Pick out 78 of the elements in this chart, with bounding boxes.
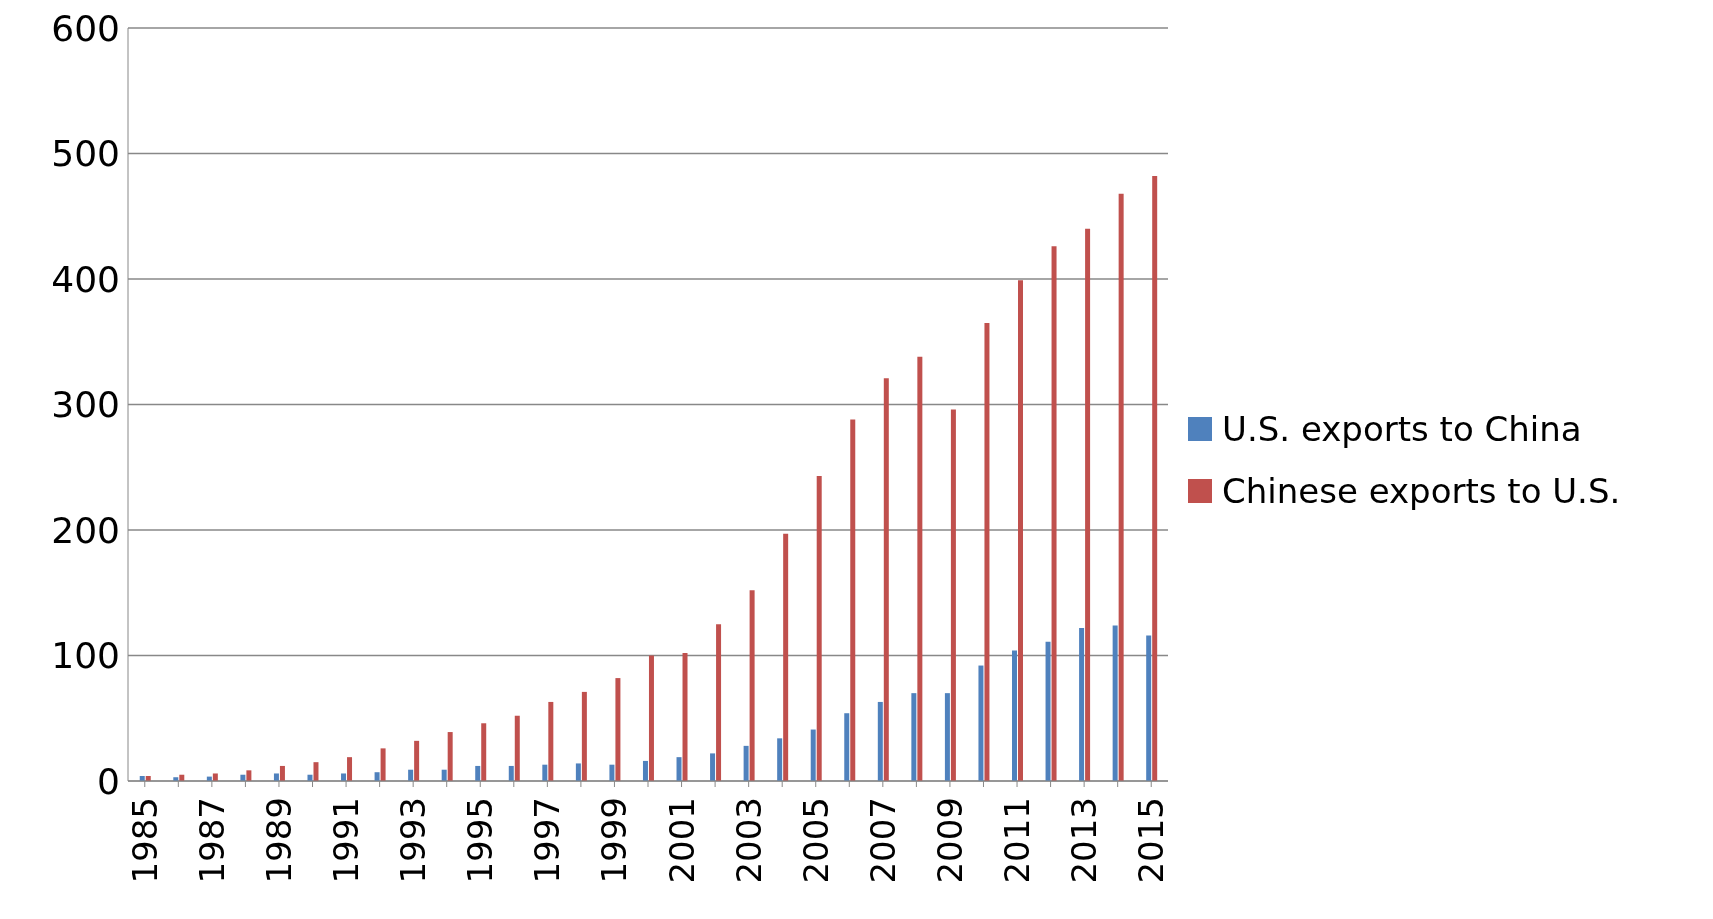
bar bbox=[1118, 193, 1124, 781]
bar bbox=[548, 701, 554, 781]
bar bbox=[212, 773, 218, 781]
bar bbox=[542, 764, 548, 781]
bar bbox=[917, 356, 923, 781]
y-tick-label: 600 bbox=[51, 7, 120, 49]
legend-label: Chinese exports to U.S. bbox=[1222, 470, 1621, 511]
bar bbox=[710, 753, 716, 781]
bar bbox=[615, 678, 621, 781]
x-tick-label: 1985 bbox=[124, 797, 165, 884]
bar bbox=[246, 770, 252, 781]
bar bbox=[1112, 625, 1118, 781]
bar bbox=[575, 763, 581, 781]
y-tick-label: 400 bbox=[51, 258, 120, 300]
x-tick-label: 1987 bbox=[191, 797, 232, 884]
x-tick-label: 2003 bbox=[728, 797, 769, 884]
bar bbox=[475, 765, 481, 781]
bar bbox=[1079, 627, 1085, 781]
bar bbox=[816, 476, 822, 781]
bar bbox=[810, 729, 816, 781]
bar bbox=[341, 773, 347, 781]
bar bbox=[749, 590, 755, 781]
x-tick-label: 1995 bbox=[460, 797, 501, 884]
x-tick-label: 2015 bbox=[1131, 797, 1172, 884]
bar bbox=[1152, 176, 1158, 781]
x-tick-label: 1993 bbox=[393, 797, 434, 884]
y-tick-label: 300 bbox=[51, 384, 120, 426]
bar bbox=[682, 652, 688, 781]
bar bbox=[1045, 641, 1051, 781]
bar bbox=[743, 745, 749, 781]
bar bbox=[978, 665, 984, 781]
bar bbox=[1018, 280, 1023, 781]
y-tick-label: 0 bbox=[97, 760, 120, 802]
bar bbox=[481, 723, 487, 781]
bar bbox=[716, 624, 722, 781]
x-tick-label: 2009 bbox=[929, 797, 970, 884]
bar bbox=[1051, 246, 1057, 781]
bar bbox=[883, 378, 889, 781]
x-tick-label: 2011 bbox=[997, 797, 1038, 884]
bar bbox=[1146, 635, 1152, 781]
bar bbox=[648, 655, 654, 781]
bar bbox=[313, 762, 319, 781]
bar bbox=[944, 693, 950, 781]
bar bbox=[783, 533, 789, 781]
x-tick-label: 1997 bbox=[527, 797, 568, 884]
bar bbox=[844, 713, 850, 781]
y-tick-label: 500 bbox=[51, 133, 120, 175]
bar bbox=[374, 772, 380, 781]
bar bbox=[347, 757, 353, 781]
bar bbox=[642, 760, 648, 781]
bar bbox=[581, 691, 587, 781]
bar bbox=[273, 773, 279, 781]
y-tick-label: 200 bbox=[51, 509, 120, 551]
x-tick-label: 2005 bbox=[795, 797, 836, 884]
bar bbox=[984, 322, 990, 781]
bar bbox=[950, 409, 956, 781]
bar bbox=[508, 765, 514, 781]
x-tick-label: 1989 bbox=[258, 797, 299, 884]
bar bbox=[514, 715, 520, 781]
bar bbox=[414, 740, 420, 781]
bar bbox=[1085, 228, 1091, 781]
x-tick-label: 1999 bbox=[594, 797, 635, 884]
bar bbox=[1012, 650, 1017, 781]
x-tick-label: 2007 bbox=[862, 797, 903, 884]
x-tick-label: 1991 bbox=[326, 797, 367, 884]
bar bbox=[676, 757, 682, 781]
bar bbox=[877, 701, 883, 781]
bar bbox=[279, 765, 285, 781]
bar bbox=[380, 748, 386, 781]
legend-label: U.S. exports to China bbox=[1222, 408, 1582, 449]
bar bbox=[911, 693, 917, 781]
y-tick-label: 100 bbox=[51, 635, 120, 677]
bar bbox=[447, 732, 453, 781]
bar bbox=[777, 738, 783, 781]
x-tick-label: 2013 bbox=[1064, 797, 1105, 884]
x-tick-label: 2001 bbox=[661, 797, 702, 884]
bar bbox=[850, 419, 856, 781]
bar bbox=[609, 764, 615, 781]
